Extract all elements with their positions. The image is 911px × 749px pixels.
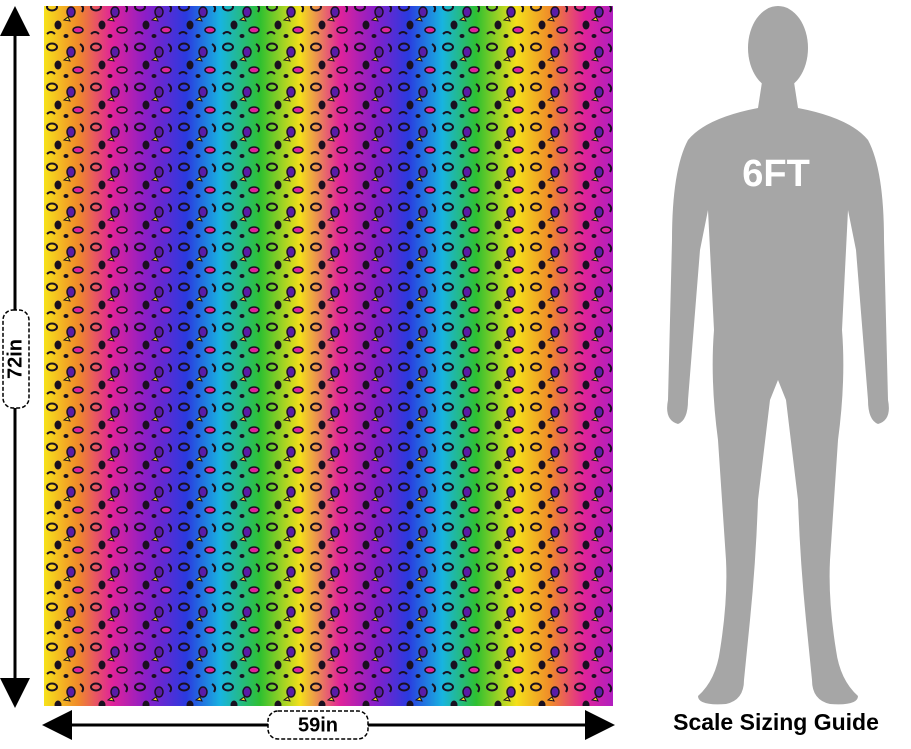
human-silhouette	[667, 6, 889, 705]
height-label: 72in	[4, 339, 26, 379]
height-label-box	[2, 309, 30, 409]
leopard-spots	[44, 6, 613, 706]
caption: Scale Sizing Guide	[673, 709, 879, 735]
width-label: 59in	[298, 714, 338, 736]
width-label-box	[267, 710, 369, 740]
figure-height-label: 6FT	[742, 153, 810, 195]
